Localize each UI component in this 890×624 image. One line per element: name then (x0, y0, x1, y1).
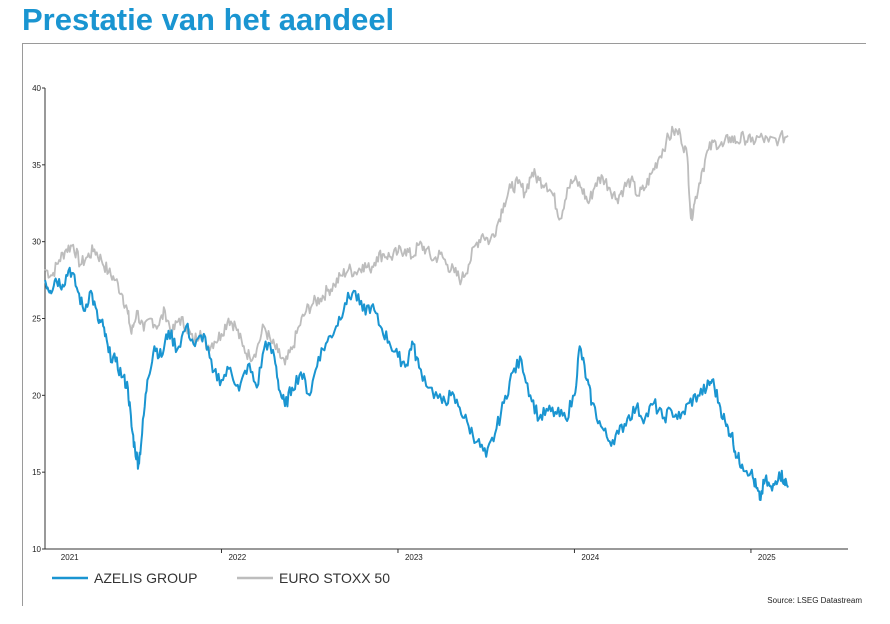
y-tick-label: 25 (32, 315, 41, 324)
series-line-azelis-group (44, 266, 789, 501)
y-tick-label: 40 (32, 84, 41, 93)
x-tick-label: 2021 (61, 553, 79, 562)
legend-label: EURO STOXX 50 (279, 570, 390, 586)
y-tick-label: 10 (32, 545, 41, 554)
chart-frame-left-border (22, 44, 23, 606)
x-tick-label: 2025 (758, 553, 776, 562)
x-tick-label: 2022 (228, 553, 246, 562)
x-tick-label: 2024 (581, 553, 599, 562)
title-divider (22, 43, 866, 44)
chart-series (44, 125, 789, 501)
chart-legend: AZELIS GROUP EURO STOXX 50 (52, 570, 390, 586)
x-tick-label: 2023 (405, 553, 423, 562)
y-tick-label: 20 (32, 391, 41, 400)
y-tick-label: 15 (32, 468, 41, 477)
source-note: Source: LSEG Datastream (767, 596, 862, 605)
series-line-euro-stoxx-50 (44, 125, 789, 366)
y-tick-label: 35 (32, 161, 41, 170)
page-title: Prestatie van het aandeel (22, 2, 395, 37)
legend-label: AZELIS GROUP (94, 570, 197, 586)
y-tick-label: 30 (32, 238, 41, 247)
